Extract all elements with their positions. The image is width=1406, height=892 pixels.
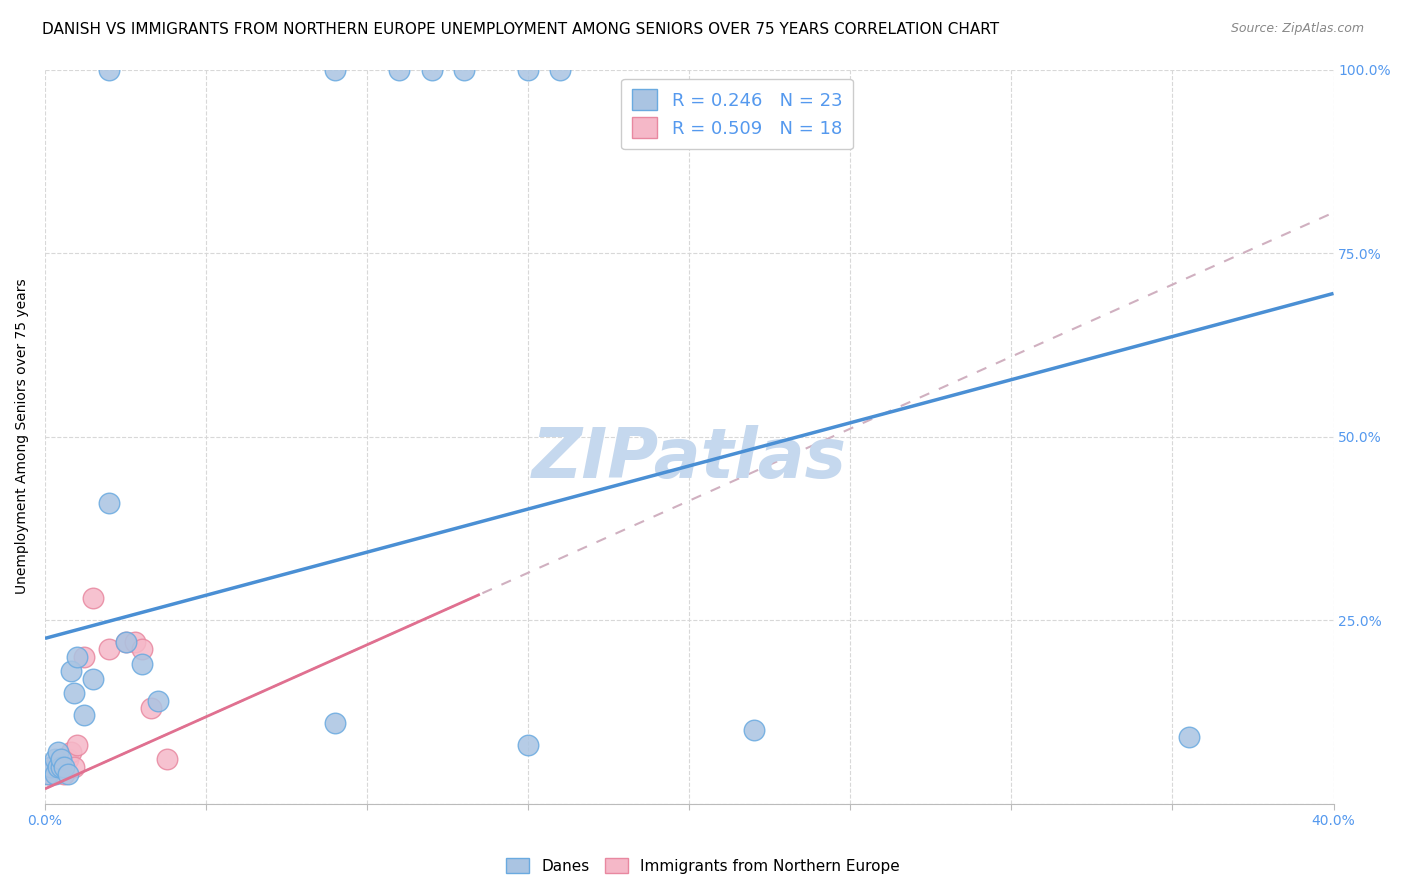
Point <box>72 708 94 723</box>
Point <box>131 657 153 671</box>
Point <box>49 752 72 766</box>
Point <box>56 752 79 766</box>
Point <box>550 62 572 77</box>
Point <box>66 738 89 752</box>
Point <box>323 62 346 77</box>
Point <box>63 686 86 700</box>
Point <box>46 745 69 759</box>
Text: Source: ZipAtlas.com: Source: ZipAtlas.com <box>1230 22 1364 36</box>
Point <box>63 760 86 774</box>
Point <box>53 767 76 781</box>
Point <box>46 760 69 774</box>
Point <box>156 752 179 766</box>
Point <box>517 62 540 77</box>
Point <box>82 672 104 686</box>
Point <box>420 62 443 77</box>
Point <box>37 767 59 781</box>
Text: ZIPatlas: ZIPatlas <box>531 425 846 492</box>
Point <box>323 715 346 730</box>
Point <box>53 760 76 774</box>
Point <box>49 752 72 766</box>
Point <box>742 723 765 738</box>
Point <box>388 62 411 77</box>
Point <box>98 62 121 77</box>
Point <box>82 591 104 605</box>
Point <box>44 752 66 766</box>
Point <box>131 642 153 657</box>
Point <box>98 642 121 657</box>
Point <box>44 767 66 781</box>
Point <box>124 635 146 649</box>
Legend: Danes, Immigrants from Northern Europe: Danes, Immigrants from Northern Europe <box>501 852 905 880</box>
Text: DANISH VS IMMIGRANTS FROM NORTHERN EUROPE UNEMPLOYMENT AMONG SENIORS OVER 75 YEA: DANISH VS IMMIGRANTS FROM NORTHERN EUROP… <box>42 22 1000 37</box>
Point <box>146 694 169 708</box>
Point <box>114 635 136 649</box>
Point <box>453 62 475 77</box>
Point <box>59 665 82 679</box>
Point <box>141 701 163 715</box>
Point <box>41 760 63 774</box>
Point <box>44 760 66 774</box>
Point <box>98 495 121 509</box>
Point <box>517 738 540 752</box>
Point <box>46 760 69 774</box>
Point <box>1177 731 1199 745</box>
Y-axis label: Unemployment Among Seniors over 75 years: Unemployment Among Seniors over 75 years <box>15 278 30 594</box>
Point <box>56 767 79 781</box>
Point <box>114 635 136 649</box>
Point <box>41 760 63 774</box>
Point <box>66 649 89 664</box>
Legend: R = 0.246   N = 23, R = 0.509   N = 18: R = 0.246 N = 23, R = 0.509 N = 18 <box>621 78 853 149</box>
Point <box>49 760 72 774</box>
Point <box>59 745 82 759</box>
Point <box>37 767 59 781</box>
Point <box>72 649 94 664</box>
